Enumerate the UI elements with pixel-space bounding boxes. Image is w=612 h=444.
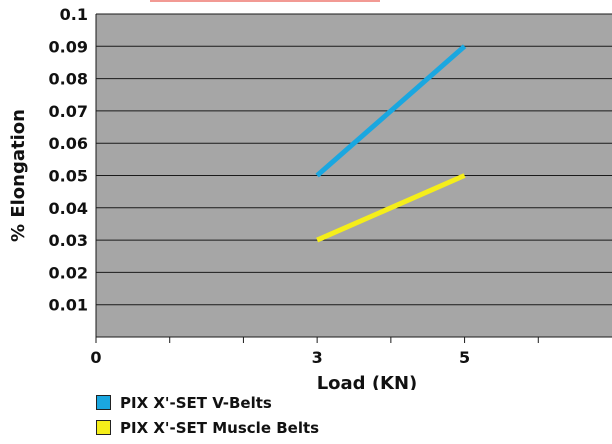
legend-swatch-muscle-belts: [96, 420, 111, 435]
x-tick-label-1: 3: [312, 348, 323, 367]
gridlines: [96, 13, 612, 306]
y-tick-label-1: 0.02: [49, 263, 88, 282]
y-tick-label-8: 0.09: [49, 37, 88, 56]
y-tick-label-3: 0.04: [49, 199, 88, 218]
x-tick-label-0: 0: [90, 348, 101, 367]
legend-label-v-belts: PIX X'-SET V-Belts: [120, 393, 272, 412]
x-tick-label-2: 5: [459, 348, 470, 367]
series-line-1: [316, 173, 466, 243]
legend: PIX X'-SET V-Belts PIX X'-SET Muscle Bel…: [96, 390, 319, 440]
cropped-title-decoration: [0, 0, 612, 8]
y-axis-ticks: 0.01 0.02 0.03 0.04 0.05 0.06 0.07 0.08 0.09 0.1: [49, 5, 88, 315]
legend-swatch-v-belts: [96, 395, 111, 410]
legend-item-muscle-belts: PIX X'-SET Muscle Belts: [96, 415, 319, 440]
series-line-0: [315, 44, 467, 178]
series-lines: [315, 44, 467, 243]
y-tick-label-4: 0.05: [49, 167, 88, 186]
x-axis-label: Load (KN): [317, 373, 418, 390]
y-tick-label-5: 0.06: [49, 134, 88, 153]
y-tick-label-7: 0.08: [49, 70, 88, 89]
y-tick-label-6: 0.07: [49, 102, 88, 121]
x-axis-ticks: 0 3 5: [90, 337, 539, 367]
y-tick-label-2: 0.03: [49, 231, 88, 250]
legend-label-muscle-belts: PIX X'-SET Muscle Belts: [120, 418, 320, 437]
y-tick-label-0: 0.01: [49, 296, 88, 315]
y-tick-label-9: 0.1: [60, 5, 88, 24]
y-axis-label: % Elongation: [8, 109, 29, 242]
legend-item-v-belts: PIX X'-SET V-Belts: [96, 390, 319, 415]
line-chart: 0.010.020.030.040.050.060.070.080.090.1 …: [8, 5, 612, 390]
